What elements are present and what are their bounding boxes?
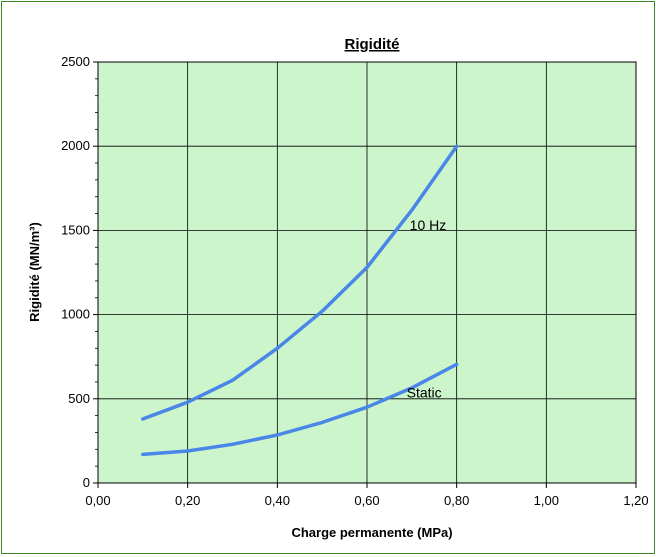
x-axis-title: Charge permanente (MPa) — [291, 525, 452, 540]
x-tick-label: 0,20 — [175, 493, 200, 508]
y-tick-label: 1500 — [61, 222, 90, 237]
x-tick-label: 1,20 — [623, 493, 648, 508]
x-tick-label: 0,60 — [354, 493, 379, 508]
y-tick-label: 1000 — [61, 307, 90, 322]
plot-border — [97, 61, 637, 484]
y-tick-label: 500 — [68, 391, 90, 406]
series-label: Static — [407, 384, 442, 400]
x-tick-label: 0,80 — [444, 493, 469, 508]
y-tick-label: 0 — [83, 475, 90, 490]
series-line-10hz — [141, 144, 459, 421]
x-tick-label: 0,40 — [265, 493, 290, 508]
series-lines: 10 Hz Static — [141, 144, 459, 457]
series-label: 10 Hz — [410, 217, 447, 233]
chart-title: Rigidité — [345, 36, 400, 53]
y-tick-label: 2500 — [61, 54, 90, 69]
series-line-static — [141, 362, 459, 457]
axes: 0 500 1000 1500 2000 2500 0,00 0,20 0,40 0,60 0,80… — [61, 54, 649, 508]
x-tick-label: 0,00 — [85, 493, 110, 508]
x-tick-label: 1,00 — [534, 493, 559, 508]
y-tick-label: 2000 — [61, 138, 90, 153]
y-axis-title: Rigidité (MN/m³) — [27, 222, 42, 322]
